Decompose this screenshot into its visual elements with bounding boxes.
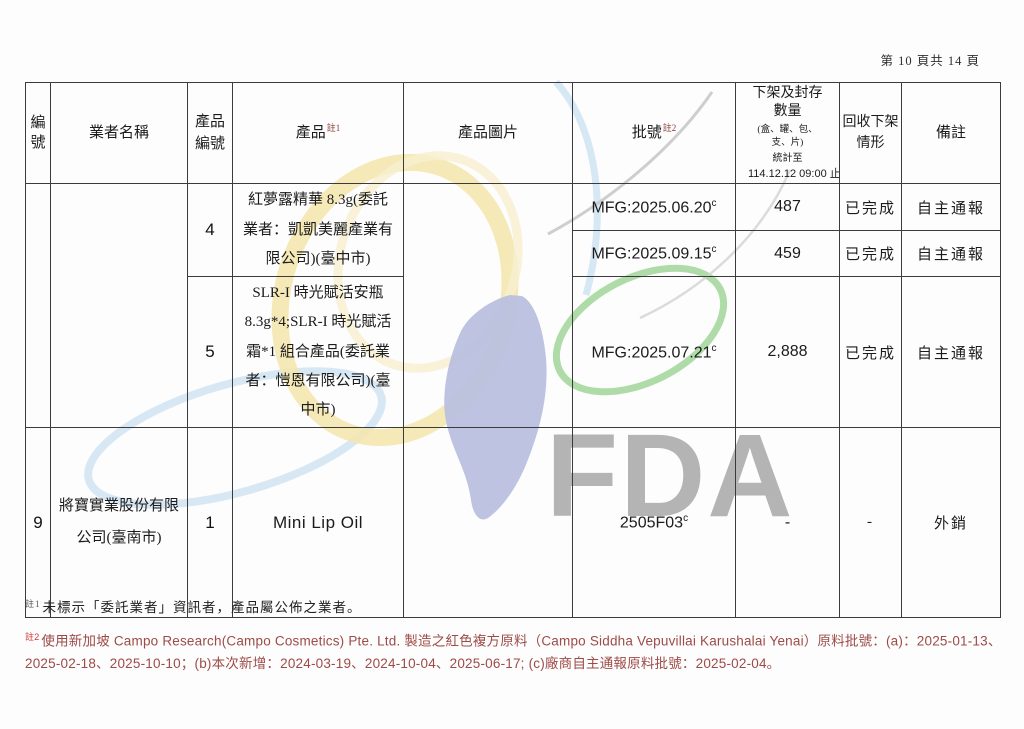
cell-quantity: - [735, 427, 840, 619]
header-id: 編號 [25, 81, 51, 185]
cell-note: 自主通報 [901, 230, 1001, 278]
batch-value: 2505F03 [619, 514, 684, 532]
header-recall-status: 回收下架情形 [839, 81, 902, 185]
cell-recall-status: 已完成 [839, 276, 902, 429]
footnote-1-text: 未標示「委託業者」資訊者，產品屬公佈之業者。 [42, 600, 362, 615]
batch-footnote-ref: c [711, 244, 717, 256]
batch-value: MFG:2025.06.20 [591, 198, 712, 216]
cell-product-image [403, 183, 573, 429]
cell-id: 9 [25, 427, 51, 619]
batch-footnote-ref: c [711, 197, 717, 209]
header-company: 業者名稱 [50, 81, 188, 185]
footnote-2: 註2 使用新加坡 Campo Research(Campo Cosmetics) … [25, 630, 1003, 676]
table-row-product5: 5 SLR-I 時光賦活安瓶 8.3g*4;SLR-I 時光賦活霜*1 組合產品… [26, 276, 1001, 429]
cell-quantity: 459 [735, 230, 840, 278]
footnotes: 註1 未標示「委託業者」資訊者，產品屬公佈之業者。 註2 使用新加坡 Campo R… [25, 596, 1003, 676]
cell-product-image [403, 427, 573, 619]
footnote-1: 註1 未標示「委託業者」資訊者，產品屬公佈之業者。 [25, 596, 1003, 616]
header-quantity: 下架及封存數量 (盒、罐、包、支、片) 統計至 114.12.12 09:00 … [735, 81, 840, 185]
header-quantity-units: (盒、罐、包、支、片) [757, 125, 818, 148]
header-batch-footnote-ref: 註2 [662, 122, 677, 133]
cell-product-name: SLR-I 時光賦活安瓶 8.3g*4;SLR-I 時光賦活霜*1 組合產品(委… [232, 276, 404, 429]
header-quantity-stat-label: 統計至 [772, 153, 803, 165]
cell-recall-status: - [839, 427, 902, 619]
cell-batch: MFG:2025.07.21c [572, 276, 736, 429]
batch-footnote-ref: c [711, 342, 717, 354]
table-row-company9: 9 將寶實業股份有限公司(臺南市) 1 Mini Lip Oil 2505F03… [25, 427, 1001, 619]
header-note: 備註 [901, 81, 1001, 185]
cell-note: 自主通報 [901, 276, 1001, 429]
cell-note: 自主通報 [901, 183, 1001, 232]
header-batch: 批號註2 [572, 81, 736, 185]
header-product-label: 產品 [295, 124, 326, 141]
cell-batch: MFG:2025.06.20c [572, 183, 736, 232]
cell-id-empty [25, 183, 51, 429]
cell-recall-status: 已完成 [839, 230, 902, 278]
cell-product-no: 5 [187, 276, 233, 429]
cell-company-empty [50, 183, 188, 429]
cell-product-no: 1 [187, 427, 233, 619]
footnote-2-text: 使用新加坡 Campo Research(Campo Cosmetics) Pt… [25, 633, 1002, 672]
header-quantity-cutoff: 114.12.12 09:00 止 [748, 168, 840, 181]
cell-note: 外銷 [901, 427, 1001, 619]
cell-recall-status: 已完成 [839, 183, 902, 232]
page-number: 第 10 頁共 14 頁 [880, 54, 980, 68]
header-quantity-title: 下架及封存數量 [752, 86, 823, 120]
recall-table: 編號 業者名稱 產品編號 產品註1 產品圖片 批號註2 下架及封存數量 (盒、罐… [25, 81, 1001, 619]
cell-product-no: 4 [187, 183, 233, 278]
cell-product-name: Mini Lip Oil [232, 427, 404, 619]
header-product-image: 產品圖片 [403, 81, 573, 185]
batch-footnote-ref: c [683, 513, 689, 525]
cell-batch: MFG:2025.09.15c [572, 230, 736, 278]
header-product: 產品註1 [232, 81, 404, 185]
table-header-row: 編號 業者名稱 產品編號 產品註1 產品圖片 批號註2 下架及封存數量 (盒、罐… [25, 81, 1001, 185]
header-product-footnote-ref: 註1 [326, 122, 341, 133]
cell-product-name: 紅夢露精華 8.3g(委託業者：凱凱美麗產業有限公司)(臺中市) [232, 183, 404, 278]
header-product-no: 產品編號 [187, 81, 233, 185]
footnote-1-ref: 註1 [25, 598, 41, 609]
cell-batch: 2505F03c [572, 427, 736, 619]
cell-quantity: 2,888 [735, 276, 840, 429]
footnote-2-ref: 註2 [25, 632, 40, 642]
batch-value: MFG:2025.07.21 [591, 343, 712, 361]
table-row-product4-batch1: 4 紅夢露精華 8.3g(委託業者：凱凱美麗產業有限公司)(臺中市) MFG:2… [25, 183, 1001, 429]
header-batch-label: 批號 [631, 124, 662, 141]
cell-quantity: 487 [735, 183, 840, 232]
batch-value: MFG:2025.09.15 [591, 245, 712, 263]
cell-company-name: 將寶實業股份有限公司(臺南市) [50, 427, 188, 619]
